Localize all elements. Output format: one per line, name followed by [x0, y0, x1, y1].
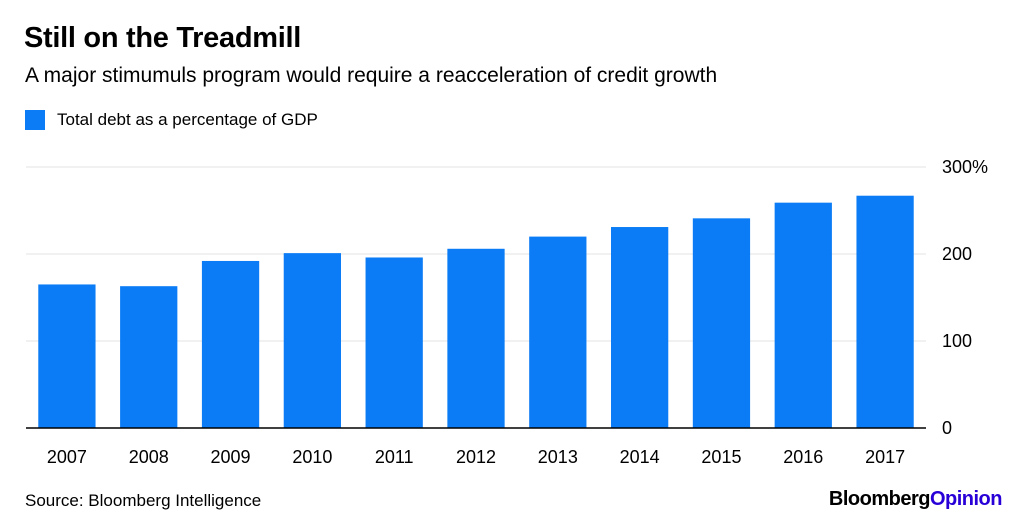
chart-legend: Total debt as a percentage of GDP: [25, 110, 318, 130]
brand-wordmark: Bloomberg: [828, 488, 931, 510]
x-tick-label: 2010: [292, 447, 332, 467]
y-tick-label: 200: [942, 244, 972, 264]
x-tick-label: 2015: [701, 447, 741, 467]
y-tick-label: 100: [942, 331, 972, 351]
source-note: Source: Bloomberg Intelligence: [25, 491, 262, 510]
x-tick-label: 2013: [538, 447, 578, 467]
x-tick-label: 2007: [47, 447, 87, 467]
bar: [365, 257, 423, 428]
x-tick-label: 2014: [620, 447, 660, 467]
bar: [856, 195, 914, 428]
bar: [611, 227, 669, 428]
bar: [120, 286, 178, 428]
chart-subtitle: A major stimumuls program would require …: [25, 64, 718, 87]
bar: [283, 253, 341, 428]
x-tick-label: 2011: [375, 447, 414, 467]
bar: [201, 260, 260, 428]
y-tick-label: 0: [942, 418, 952, 438]
x-tick-label: 2017: [865, 447, 905, 467]
bar: [774, 202, 832, 428]
brand-logo: BloombergOpinion: [828, 488, 1003, 511]
y-tick-label: 300%: [942, 157, 988, 177]
x-tick-label: 2009: [211, 447, 251, 467]
bar: [529, 236, 587, 428]
bar: [692, 218, 751, 428]
x-tick-label: 2016: [783, 447, 823, 467]
brand-wordmark-accent: Opinion: [929, 488, 1003, 510]
legend-label: Total debt as a percentage of GDP: [57, 110, 318, 129]
x-tick-label: 2012: [456, 447, 496, 467]
chart-title: Still on the Treadmill: [24, 22, 301, 54]
x-tick-label: 2008: [129, 447, 169, 467]
bar: [38, 284, 96, 428]
bar: [447, 248, 505, 428]
legend-swatch: [25, 110, 45, 130]
